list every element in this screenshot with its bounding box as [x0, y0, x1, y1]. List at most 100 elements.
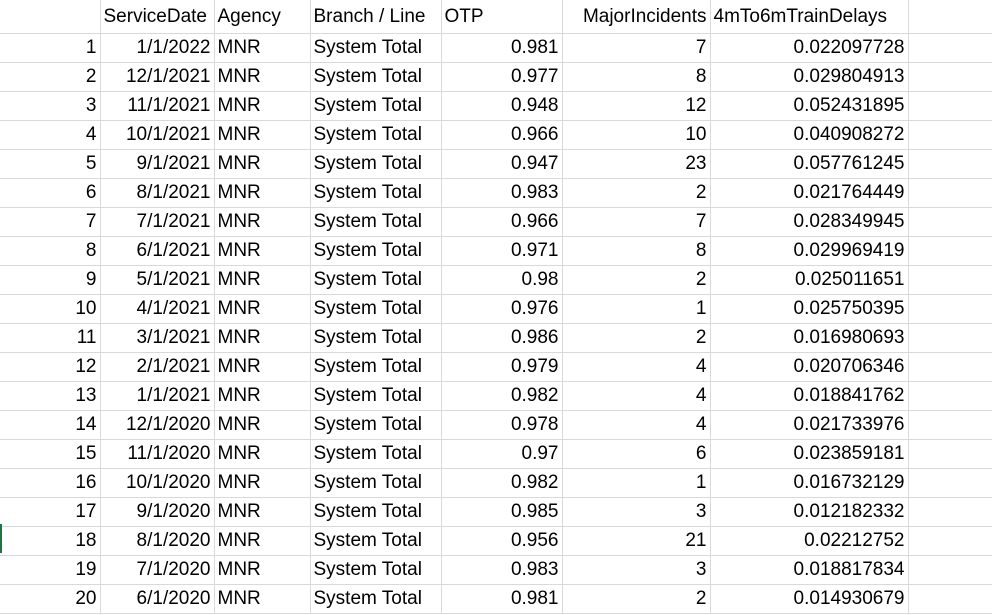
delays-cell[interactable]: 0.025750395	[710, 294, 909, 324]
agency-cell[interactable]: MNR	[214, 584, 311, 614]
delays-cell[interactable]: 0.029969419	[710, 236, 909, 266]
servicedate-cell[interactable]: 8/1/2021	[100, 178, 215, 208]
otp-cell[interactable]: 0.947	[441, 149, 563, 179]
delays-cell[interactable]: 0.040908272	[710, 120, 909, 150]
branch-line-cell[interactable]: System Total	[310, 352, 442, 382]
otp-cell[interactable]: 0.977	[441, 62, 563, 92]
delays-cell[interactable]: 0.022097728	[710, 33, 909, 63]
majorincidents-cell[interactable]: 2	[562, 265, 711, 295]
delays-cell[interactable]: 0.012182332	[710, 497, 909, 527]
branch-line-cell[interactable]: System Total	[310, 323, 442, 353]
servicedate-cell[interactable]: 1/1/2022	[100, 33, 215, 63]
agency-cell[interactable]: MNR	[214, 526, 311, 556]
delays-cell[interactable]: 0.057761245	[710, 149, 909, 179]
servicedate-cell[interactable]: 8/1/2020	[100, 526, 215, 556]
empty-cell[interactable]	[908, 526, 992, 556]
branch-line-cell[interactable]: System Total	[310, 381, 442, 411]
branch-line-cell[interactable]: System Total	[310, 265, 442, 295]
agency-cell[interactable]: MNR	[214, 149, 311, 179]
row-number-cell[interactable]: 12	[0, 352, 101, 382]
empty-cell[interactable]	[908, 178, 992, 208]
branch-line-cell[interactable]: System Total	[310, 207, 442, 237]
servicedate-cell[interactable]: 11/1/2020	[100, 439, 215, 469]
row-number-cell[interactable]: 16	[0, 468, 101, 498]
majorincidents-cell[interactable]: 2	[562, 323, 711, 353]
empty-cell[interactable]	[908, 91, 992, 121]
majorincidents-cell[interactable]: 23	[562, 149, 711, 179]
majorincidents-cell[interactable]: 4	[562, 410, 711, 440]
servicedate-cell[interactable]: 12/1/2021	[100, 62, 215, 92]
empty-cell[interactable]	[908, 120, 992, 150]
empty-cell[interactable]	[908, 265, 992, 295]
empty-cell[interactable]	[908, 555, 992, 585]
branch-line-cell[interactable]: System Total	[310, 555, 442, 585]
majorincidents-cell[interactable]: 1	[562, 294, 711, 324]
header-cell-agency[interactable]: Agency	[214, 0, 311, 34]
row-number-cell[interactable]: 9	[0, 265, 101, 295]
row-number-cell[interactable]: 15	[0, 439, 101, 469]
servicedate-cell[interactable]: 4/1/2021	[100, 294, 215, 324]
empty-cell[interactable]	[908, 497, 992, 527]
delays-cell[interactable]: 0.052431895	[710, 91, 909, 121]
agency-cell[interactable]: MNR	[214, 236, 311, 266]
branch-line-cell[interactable]: System Total	[310, 294, 442, 324]
empty-cell[interactable]	[908, 381, 992, 411]
delays-cell[interactable]: 0.018817834	[710, 555, 909, 585]
majorincidents-cell[interactable]: 7	[562, 207, 711, 237]
row-number-cell[interactable]: 6	[0, 178, 101, 208]
row-number-cell[interactable]	[0, 0, 101, 34]
majorincidents-cell[interactable]: 8	[562, 62, 711, 92]
delays-cell[interactable]: 0.023859181	[710, 439, 909, 469]
row-number-cell[interactable]: 18	[0, 526, 101, 556]
servicedate-cell[interactable]: 6/1/2021	[100, 236, 215, 266]
otp-cell[interactable]: 0.98	[441, 265, 563, 295]
row-number-cell[interactable]: 14	[0, 410, 101, 440]
row-number-cell[interactable]: 8	[0, 236, 101, 266]
majorincidents-cell[interactable]: 2	[562, 178, 711, 208]
majorincidents-cell[interactable]: 4	[562, 352, 711, 382]
servicedate-cell[interactable]: 5/1/2021	[100, 265, 215, 295]
agency-cell[interactable]: MNR	[214, 120, 311, 150]
majorincidents-cell[interactable]: 4	[562, 381, 711, 411]
otp-cell[interactable]: 0.985	[441, 497, 563, 527]
header-cell-delays[interactable]: 4mTo6mTrainDelays	[710, 0, 909, 34]
otp-cell[interactable]: 0.97	[441, 439, 563, 469]
agency-cell[interactable]: MNR	[214, 497, 311, 527]
delays-cell[interactable]: 0.018841762	[710, 381, 909, 411]
row-number-cell[interactable]: 2	[0, 62, 101, 92]
majorincidents-cell[interactable]: 8	[562, 236, 711, 266]
row-number-cell[interactable]: 19	[0, 555, 101, 585]
agency-cell[interactable]: MNR	[214, 62, 311, 92]
otp-cell[interactable]: 0.971	[441, 236, 563, 266]
branch-line-cell[interactable]: System Total	[310, 120, 442, 150]
agency-cell[interactable]: MNR	[214, 265, 311, 295]
servicedate-cell[interactable]: 6/1/2020	[100, 584, 215, 614]
agency-cell[interactable]: MNR	[214, 468, 311, 498]
empty-cell[interactable]	[908, 207, 992, 237]
header-cell-otp[interactable]: OTP	[441, 0, 563, 34]
agency-cell[interactable]: MNR	[214, 323, 311, 353]
servicedate-cell[interactable]: 7/1/2021	[100, 207, 215, 237]
row-number-cell[interactable]: 3	[0, 91, 101, 121]
majorincidents-cell[interactable]: 3	[562, 555, 711, 585]
row-number-cell[interactable]: 7	[0, 207, 101, 237]
header-cell-branch-line[interactable]: Branch / Line	[310, 0, 442, 34]
agency-cell[interactable]: MNR	[214, 410, 311, 440]
agency-cell[interactable]: MNR	[214, 555, 311, 585]
empty-cell[interactable]	[908, 323, 992, 353]
agency-cell[interactable]: MNR	[214, 91, 311, 121]
row-number-cell[interactable]: 13	[0, 381, 101, 411]
row-number-cell[interactable]: 10	[0, 294, 101, 324]
otp-cell[interactable]: 0.982	[441, 468, 563, 498]
branch-line-cell[interactable]: System Total	[310, 497, 442, 527]
empty-cell[interactable]	[908, 410, 992, 440]
delays-cell[interactable]: 0.020706346	[710, 352, 909, 382]
servicedate-cell[interactable]: 3/1/2021	[100, 323, 215, 353]
empty-cell[interactable]	[908, 294, 992, 324]
servicedate-cell[interactable]: 9/1/2021	[100, 149, 215, 179]
otp-cell[interactable]: 0.983	[441, 555, 563, 585]
empty-cell[interactable]	[908, 33, 992, 63]
row-number-cell[interactable]: 1	[0, 33, 101, 63]
delays-cell[interactable]: 0.029804913	[710, 62, 909, 92]
branch-line-cell[interactable]: System Total	[310, 236, 442, 266]
